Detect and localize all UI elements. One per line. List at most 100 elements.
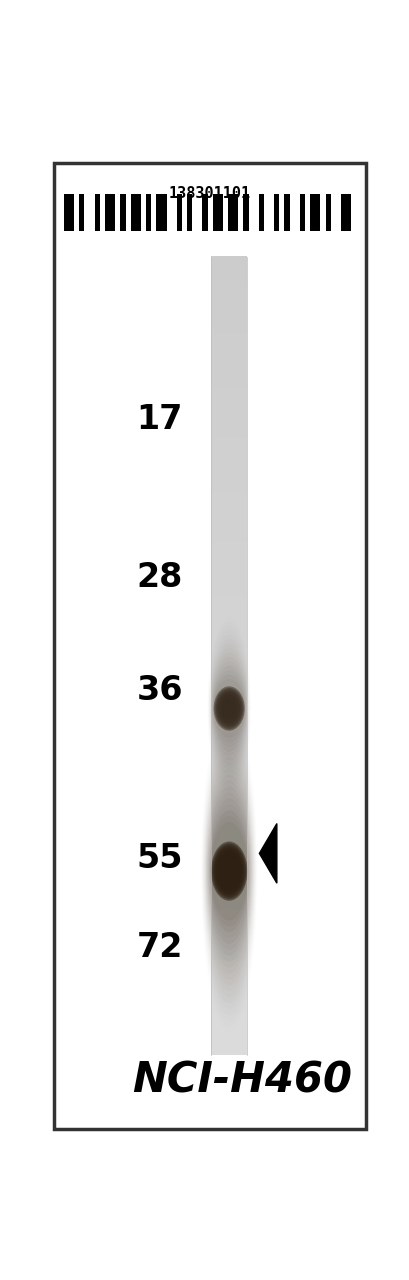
- Text: 72: 72: [137, 931, 183, 964]
- Bar: [210, 895, 247, 899]
- Bar: [210, 836, 247, 840]
- Bar: [210, 1006, 247, 1010]
- Bar: [210, 841, 247, 845]
- Bar: [210, 740, 247, 744]
- Bar: [210, 977, 247, 980]
- Bar: [210, 1030, 247, 1034]
- Bar: [210, 759, 247, 763]
- Bar: [187, 195, 192, 232]
- Bar: [210, 983, 247, 986]
- Ellipse shape: [210, 822, 247, 920]
- Bar: [210, 604, 247, 608]
- Bar: [210, 655, 247, 659]
- Bar: [210, 426, 247, 430]
- Bar: [210, 724, 247, 728]
- Bar: [210, 868, 247, 872]
- Bar: [210, 611, 247, 613]
- Bar: [210, 897, 247, 901]
- Bar: [210, 833, 247, 837]
- Bar: [210, 419, 247, 422]
- Bar: [210, 381, 247, 385]
- Bar: [210, 838, 247, 842]
- Bar: [210, 576, 247, 579]
- Bar: [210, 666, 247, 669]
- Bar: [210, 572, 247, 576]
- Bar: [210, 389, 247, 393]
- Bar: [210, 602, 247, 605]
- Bar: [210, 515, 247, 518]
- Bar: [210, 783, 247, 787]
- Bar: [210, 698, 247, 701]
- Bar: [210, 826, 247, 829]
- Bar: [210, 1023, 247, 1027]
- Bar: [210, 905, 247, 909]
- Bar: [210, 347, 247, 351]
- Bar: [210, 1015, 247, 1018]
- Bar: [210, 1004, 247, 1007]
- Bar: [210, 879, 247, 882]
- Bar: [210, 911, 247, 914]
- Bar: [210, 658, 247, 662]
- Bar: [210, 774, 247, 778]
- Bar: [130, 195, 141, 232]
- Bar: [210, 596, 247, 600]
- Bar: [210, 342, 247, 344]
- Bar: [210, 645, 247, 648]
- Bar: [210, 320, 247, 324]
- Bar: [210, 339, 247, 342]
- Bar: [210, 429, 247, 433]
- Bar: [210, 663, 247, 667]
- Bar: [210, 791, 247, 795]
- Bar: [210, 746, 247, 749]
- Bar: [210, 291, 247, 294]
- Bar: [210, 453, 247, 457]
- Bar: [210, 458, 247, 462]
- Bar: [309, 195, 319, 232]
- Bar: [210, 512, 247, 516]
- Bar: [210, 735, 247, 739]
- Bar: [210, 865, 247, 869]
- Bar: [210, 461, 247, 465]
- Bar: [210, 700, 247, 704]
- Bar: [210, 924, 247, 928]
- Bar: [210, 794, 247, 797]
- Bar: [210, 269, 247, 273]
- Bar: [210, 493, 247, 497]
- Bar: [210, 317, 247, 321]
- Bar: [210, 703, 247, 707]
- Bar: [210, 477, 247, 480]
- Bar: [210, 352, 247, 356]
- Bar: [210, 547, 247, 550]
- Bar: [210, 552, 247, 556]
- Bar: [94, 195, 100, 232]
- Bar: [210, 737, 247, 741]
- Bar: [210, 525, 247, 529]
- Bar: [210, 712, 247, 714]
- Bar: [210, 988, 247, 992]
- Bar: [210, 480, 247, 484]
- Bar: [210, 591, 247, 595]
- Bar: [284, 195, 289, 232]
- Bar: [210, 887, 247, 891]
- Ellipse shape: [219, 856, 238, 887]
- Bar: [210, 639, 247, 643]
- Bar: [210, 621, 247, 625]
- Bar: [210, 335, 247, 339]
- Bar: [79, 195, 84, 232]
- Bar: [210, 1028, 247, 1032]
- Bar: [210, 483, 247, 486]
- Bar: [210, 719, 247, 723]
- Bar: [210, 256, 247, 260]
- Bar: [210, 732, 247, 736]
- Bar: [210, 549, 247, 553]
- Bar: [210, 618, 247, 622]
- Bar: [210, 312, 247, 316]
- Bar: [210, 507, 247, 509]
- Text: 55: 55: [136, 842, 183, 874]
- Bar: [210, 394, 247, 398]
- Bar: [210, 769, 247, 773]
- Bar: [210, 631, 247, 635]
- Bar: [176, 195, 182, 232]
- Bar: [210, 749, 247, 753]
- Ellipse shape: [221, 698, 236, 719]
